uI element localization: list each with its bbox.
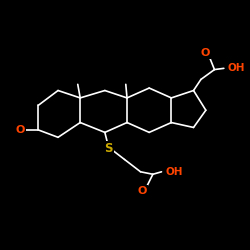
Text: O: O [200,48,210,58]
Text: S: S [104,142,113,155]
Text: O: O [138,186,147,196]
Text: O: O [16,125,25,135]
Text: OH: OH [227,63,245,73]
Text: OH: OH [165,167,183,177]
